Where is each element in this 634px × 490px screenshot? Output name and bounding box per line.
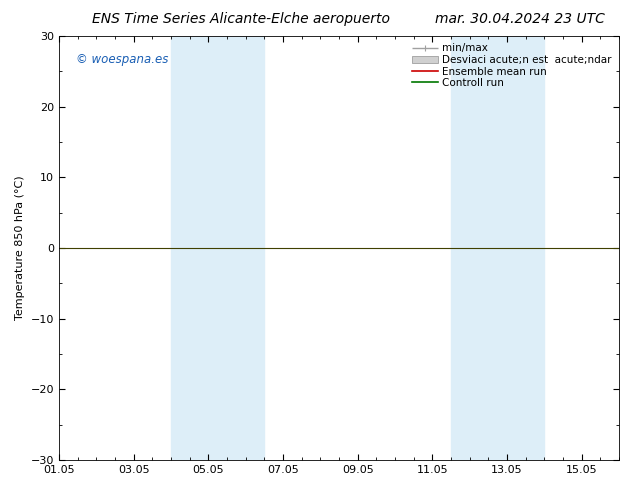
Y-axis label: Temperature 850 hPa (°C): Temperature 850 hPa (°C) <box>15 176 25 320</box>
Bar <box>171 36 264 460</box>
Text: mar. 30.04.2024 23 UTC: mar. 30.04.2024 23 UTC <box>435 12 605 26</box>
Text: ENS Time Series Alicante-Elche aeropuerto: ENS Time Series Alicante-Elche aeropuert… <box>92 12 390 26</box>
Bar <box>451 36 545 460</box>
Legend: min/max, Desviaci acute;n est  acute;ndar, Ensemble mean run, Controll run: min/max, Desviaci acute;n est acute;ndar… <box>410 41 614 90</box>
Text: © woespana.es: © woespana.es <box>75 53 168 66</box>
